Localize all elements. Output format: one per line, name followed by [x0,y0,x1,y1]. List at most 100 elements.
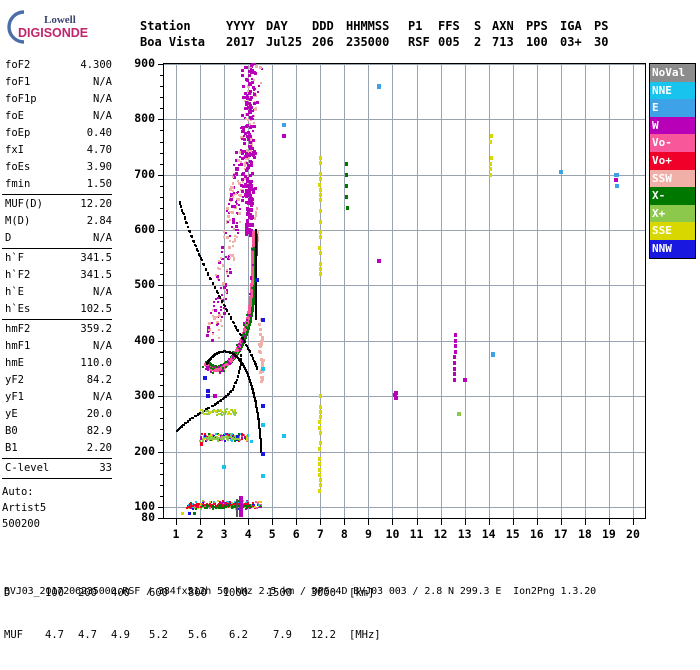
isolated-marker [558,169,563,174]
noise-point-speckle [231,409,234,412]
y-axis-minor-tick [160,318,163,320]
noise-point-es [193,505,196,508]
noise-point-f-spread [241,199,245,203]
legend-item-x[interactable]: X+ [650,204,695,223]
noise-point-e [216,437,219,440]
noise-point-f-spread [252,114,255,117]
header-val-day: Jul25 [266,35,303,49]
noise-point-e [227,437,230,440]
noise-point-f-spread [245,189,249,194]
legend-item-w[interactable]: W [650,116,695,135]
trace-point-vominus [235,344,238,347]
noise-point-e [238,433,241,435]
legend-item-e[interactable]: E [650,99,695,117]
y-axis-minor-tick [160,108,163,110]
noise-point-f-spread [255,100,259,104]
isolated-marker [489,167,493,172]
isolated-marker [318,261,322,266]
noise-point-f-spread [220,315,223,318]
noise-point-f-spread [248,107,252,111]
noise-point-e [210,436,213,439]
isolated-marker [206,394,211,399]
param-key: h`E [5,286,24,298]
noise-point-e [202,435,205,438]
grid-hline-700 [164,174,645,176]
noise-point-speckle [232,409,235,412]
noise-point-f-spread [210,321,213,324]
dashed-curve-point [191,236,194,239]
noise-point-f-spread [248,174,252,178]
noise-point-es [188,503,191,506]
noise-point-f-spread [244,77,248,81]
noise-point-es [231,507,234,510]
param-row-hF2: h`F2 341.5 [2,267,114,284]
param-row-hE: h`E N/A [2,284,114,301]
trace-point-vominus [246,327,249,330]
legend-item-ssw[interactable]: SSW [650,169,695,188]
parameter-table: foF2 4.300 foF1 N/A foF1p N/A foE N/A foEp 0.40 fx… [2,57,114,480]
noise-point-f-spread [229,268,232,271]
noise-point-f-spread [237,231,240,234]
legend-item-vo[interactable]: Vo- [650,134,695,152]
x-axis-label-15: 15 [505,527,520,541]
model-curve-point [255,271,258,274]
noise-point-f-spread [223,307,226,309]
legend-item-nnw[interactable]: NNW [650,239,695,258]
param-key: h`Es [5,303,31,315]
model-curve-point [239,495,244,498]
model-curve-point [239,503,244,506]
param-key: foE [5,110,24,122]
noise-point-f-spread [261,363,265,367]
noise-point-f-spread [245,227,249,232]
model-curve-point [239,509,244,512]
dashed-curve-point [179,202,182,205]
legend-item-nne[interactable]: NNE [650,81,695,100]
noise-point-f-spread [242,188,245,191]
noise-point-es [243,505,246,508]
model-curve-point [255,302,258,305]
y-axis-label-400: 400 [134,332,155,347]
model-curve-point [255,308,258,311]
x-axis: 1 2 3 4 5 6 7 8 9 10 11 12 13 14 15 16 17 18 19 20 [163,519,646,549]
legend-item-x[interactable]: X- [650,187,695,205]
param-row-B1: B1 2.20 [2,440,114,457]
ionogram-plot[interactable] [163,63,646,519]
dashed-curve-point [247,348,250,351]
model-curve-point [255,234,258,237]
dashed-curve-point [200,259,203,262]
header-val-ffs: 005 [438,35,460,49]
dashed-curve-point [225,309,228,312]
echo-direction-legend[interactable]: NoVal NNE E W Vo- Vo+ SSW X- X+ SSE NNW [649,63,696,259]
noise-point-f-spread [252,89,255,92]
dashed-curve-point [216,291,219,294]
muf-unit: [MHz] [349,629,381,641]
y-axis-minor-tick [160,296,163,298]
noise-point-f-spread [258,328,262,332]
x-axis-tick-2 [200,519,202,525]
legend-item-vo[interactable]: Vo+ [650,151,695,170]
muf-value: 4.7 [78,629,97,641]
noise-point-f-spread [260,340,264,343]
noise-point-f-spread [228,258,231,261]
noise-point-f-spread [235,201,238,204]
param-divider [2,194,112,195]
param-value: N/A [93,391,112,403]
noise-point-speckle [208,413,211,416]
model-curve-point [255,284,258,287]
y-axis-minor-tick [160,307,163,309]
param-key: B1 [5,442,18,454]
legend-item-sse[interactable]: SSE [650,222,695,240]
noise-point-f-spread [251,141,254,144]
station-header-keys: Station YYYY DAY DDD HHMMSS P1 FFS S AXN PPS IGA PS [140,19,616,35]
noise-point-f-spread [250,222,254,227]
isolated-marker [254,277,259,282]
noise-point-f-spread [245,112,249,116]
grid-hline-400 [164,340,645,342]
noise-point-es [193,506,196,509]
isolated-marker [453,344,457,349]
noise-point-speckle [209,412,212,415]
legend-item-noval[interactable]: NoVal [650,64,695,82]
noise-point-es [217,503,220,506]
trace-point-vominus [206,366,209,369]
trace-point-vominus [246,314,249,317]
